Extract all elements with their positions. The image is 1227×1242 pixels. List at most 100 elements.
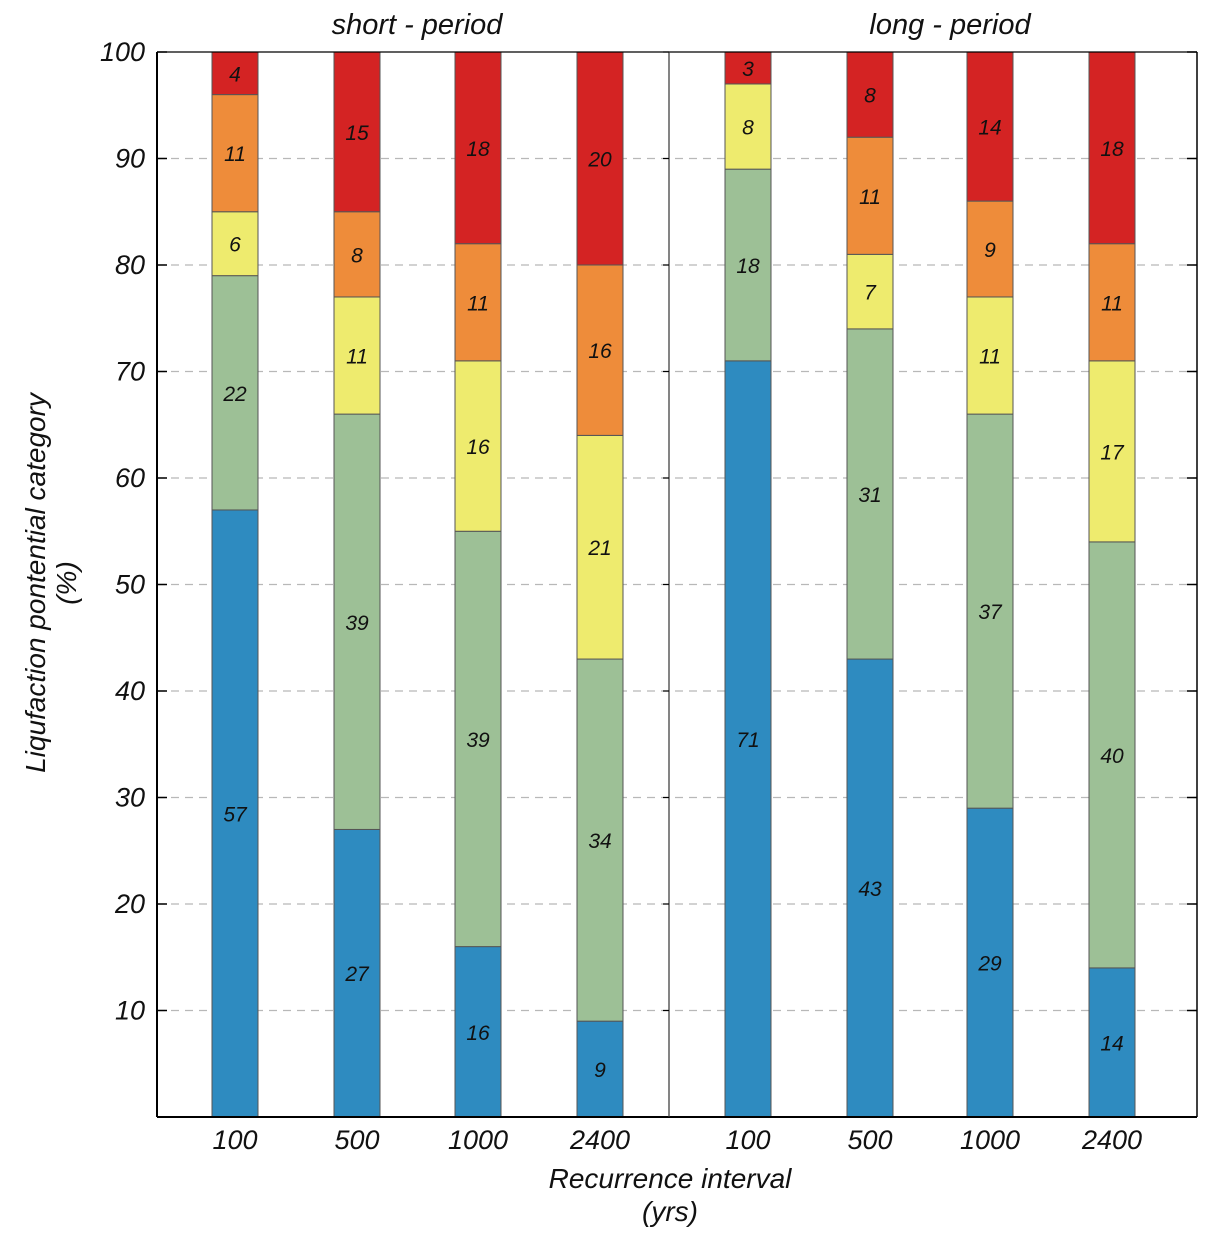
bar-stack-1-1: 43 31 7 11 8 [846, 51, 894, 1118]
x-tick-label: 500 [847, 1125, 892, 1155]
y-tick-label: 30 [115, 783, 145, 813]
bar-segment [846, 136, 894, 255]
segment-label: 11 [224, 143, 246, 166]
segment-label: 43 [858, 878, 882, 901]
bar-segment [576, 51, 624, 266]
bar-segment [454, 360, 502, 532]
bar-segment [1088, 51, 1136, 245]
bar-stack-0-0: 57 22 6 11 4 [211, 51, 259, 1118]
segment-label: 20 [587, 149, 612, 172]
bar-segment [846, 51, 894, 138]
y-tick-label: 50 [115, 570, 145, 600]
segment-label: 40 [1100, 745, 1124, 768]
segment-label: 18 [466, 138, 490, 161]
bar-segment [966, 807, 1014, 1118]
gridlines [157, 157, 1197, 1012]
segment-label: 16 [588, 340, 612, 363]
segment-label: 3 [742, 58, 754, 81]
segment-label: 14 [1100, 1032, 1123, 1055]
bar-segment [333, 828, 381, 1118]
bar-segment [846, 328, 894, 660]
y-tick-label: 70 [115, 357, 145, 387]
segment-label: 21 [587, 537, 611, 560]
bar-segment [724, 83, 772, 170]
segment-label: 29 [977, 953, 1002, 976]
segment-label: 37 [978, 601, 1003, 624]
y-axis: 10 20 30 40 50 60 70 80 90 100 [100, 37, 1197, 1026]
segment-label: 18 [1100, 138, 1124, 161]
segment-label: 9 [594, 1059, 606, 1082]
x-tick-label: 1000 [448, 1125, 508, 1155]
y-tick-label: 100 [100, 37, 145, 67]
segment-label: 16 [466, 1022, 490, 1045]
segment-label: 7 [864, 282, 877, 305]
y-tick-label: 60 [115, 463, 145, 493]
segment-label: 14 [978, 117, 1001, 140]
segment-label: 9 [984, 239, 996, 262]
bar-stack-0-2: 16 39 16 11 18 [454, 51, 502, 1118]
bar-segment [454, 530, 502, 948]
bar-segment [333, 296, 381, 415]
y-tick-label: 80 [115, 250, 145, 280]
segment-label: 11 [467, 292, 489, 315]
y-axis-unit: (%) [51, 561, 82, 605]
y-tick-label: 90 [115, 144, 145, 174]
bar-stack-1-3: 14 40 17 11 18 [1088, 51, 1136, 1118]
bar-segment [211, 51, 259, 96]
bar-segment [576, 1020, 624, 1118]
bar-segment [454, 51, 502, 245]
segment-label: 18 [736, 255, 760, 278]
group-title-short-period: short - period [332, 9, 504, 41]
bar-stack-0-1: 27 39 11 8 15 [333, 51, 381, 1118]
segment-label: 11 [859, 186, 881, 209]
segment-label: 8 [864, 85, 876, 108]
bar-stack-0-3: 9 34 21 16 20 [576, 51, 624, 1118]
bar-segment [724, 168, 772, 362]
segment-label: 6 [229, 234, 241, 257]
y-axis-title: Liqufaction pontential category [20, 391, 51, 773]
x-tick-label: 100 [725, 1125, 770, 1155]
y-tick-label: 20 [114, 889, 145, 919]
x-axis-unit: (yrs) [642, 1196, 698, 1227]
bar-segment [333, 51, 381, 213]
bar-segment [576, 264, 624, 436]
x-axis: 100 500 1000 2400 100 500 1000 2400 [212, 1125, 1142, 1155]
bar-segment [966, 51, 1014, 202]
segment-label: 34 [588, 830, 611, 853]
segment-label: 39 [345, 612, 369, 635]
bar-segment [333, 211, 381, 298]
segment-label: 31 [858, 484, 881, 507]
bar-segment [846, 658, 894, 1118]
bar-segment [1088, 967, 1136, 1118]
bar-segment [966, 413, 1014, 809]
bar-segment [724, 360, 772, 1118]
segment-label: 15 [345, 122, 369, 145]
bar-segment [333, 413, 381, 830]
bar-segment [966, 296, 1014, 415]
x-tick-label: 100 [212, 1125, 257, 1155]
segment-label: 8 [742, 117, 754, 140]
segment-label: 16 [466, 436, 490, 459]
group-title-long-period: long - period [869, 9, 1031, 41]
segment-label: 11 [1101, 292, 1123, 315]
bar-segment [454, 243, 502, 362]
y-tick-label: 10 [115, 996, 145, 1026]
x-axis-title: Recurrence interval [549, 1163, 793, 1194]
segment-label: 4 [229, 63, 241, 86]
stacked-bars: 5722611427391181516391611189342116207118… [211, 51, 1136, 1118]
bar-stack-1-2: 29 37 11 9 14 [966, 51, 1014, 1118]
segment-label: 11 [346, 346, 368, 369]
bar-segment [576, 658, 624, 1022]
bar-segment [1088, 243, 1136, 362]
segment-label: 17 [1100, 441, 1125, 464]
bar-segment [454, 946, 502, 1118]
x-tick-label: 2400 [569, 1125, 630, 1155]
segment-label: 27 [344, 963, 370, 986]
x-tick-label: 1000 [960, 1125, 1020, 1155]
segment-label: 71 [736, 729, 759, 752]
bar-stack-1-0: 71 18 8 3 [724, 51, 772, 1118]
segment-label: 57 [223, 803, 248, 826]
segment-label: 22 [222, 383, 247, 406]
y-tick-label: 40 [115, 676, 145, 706]
